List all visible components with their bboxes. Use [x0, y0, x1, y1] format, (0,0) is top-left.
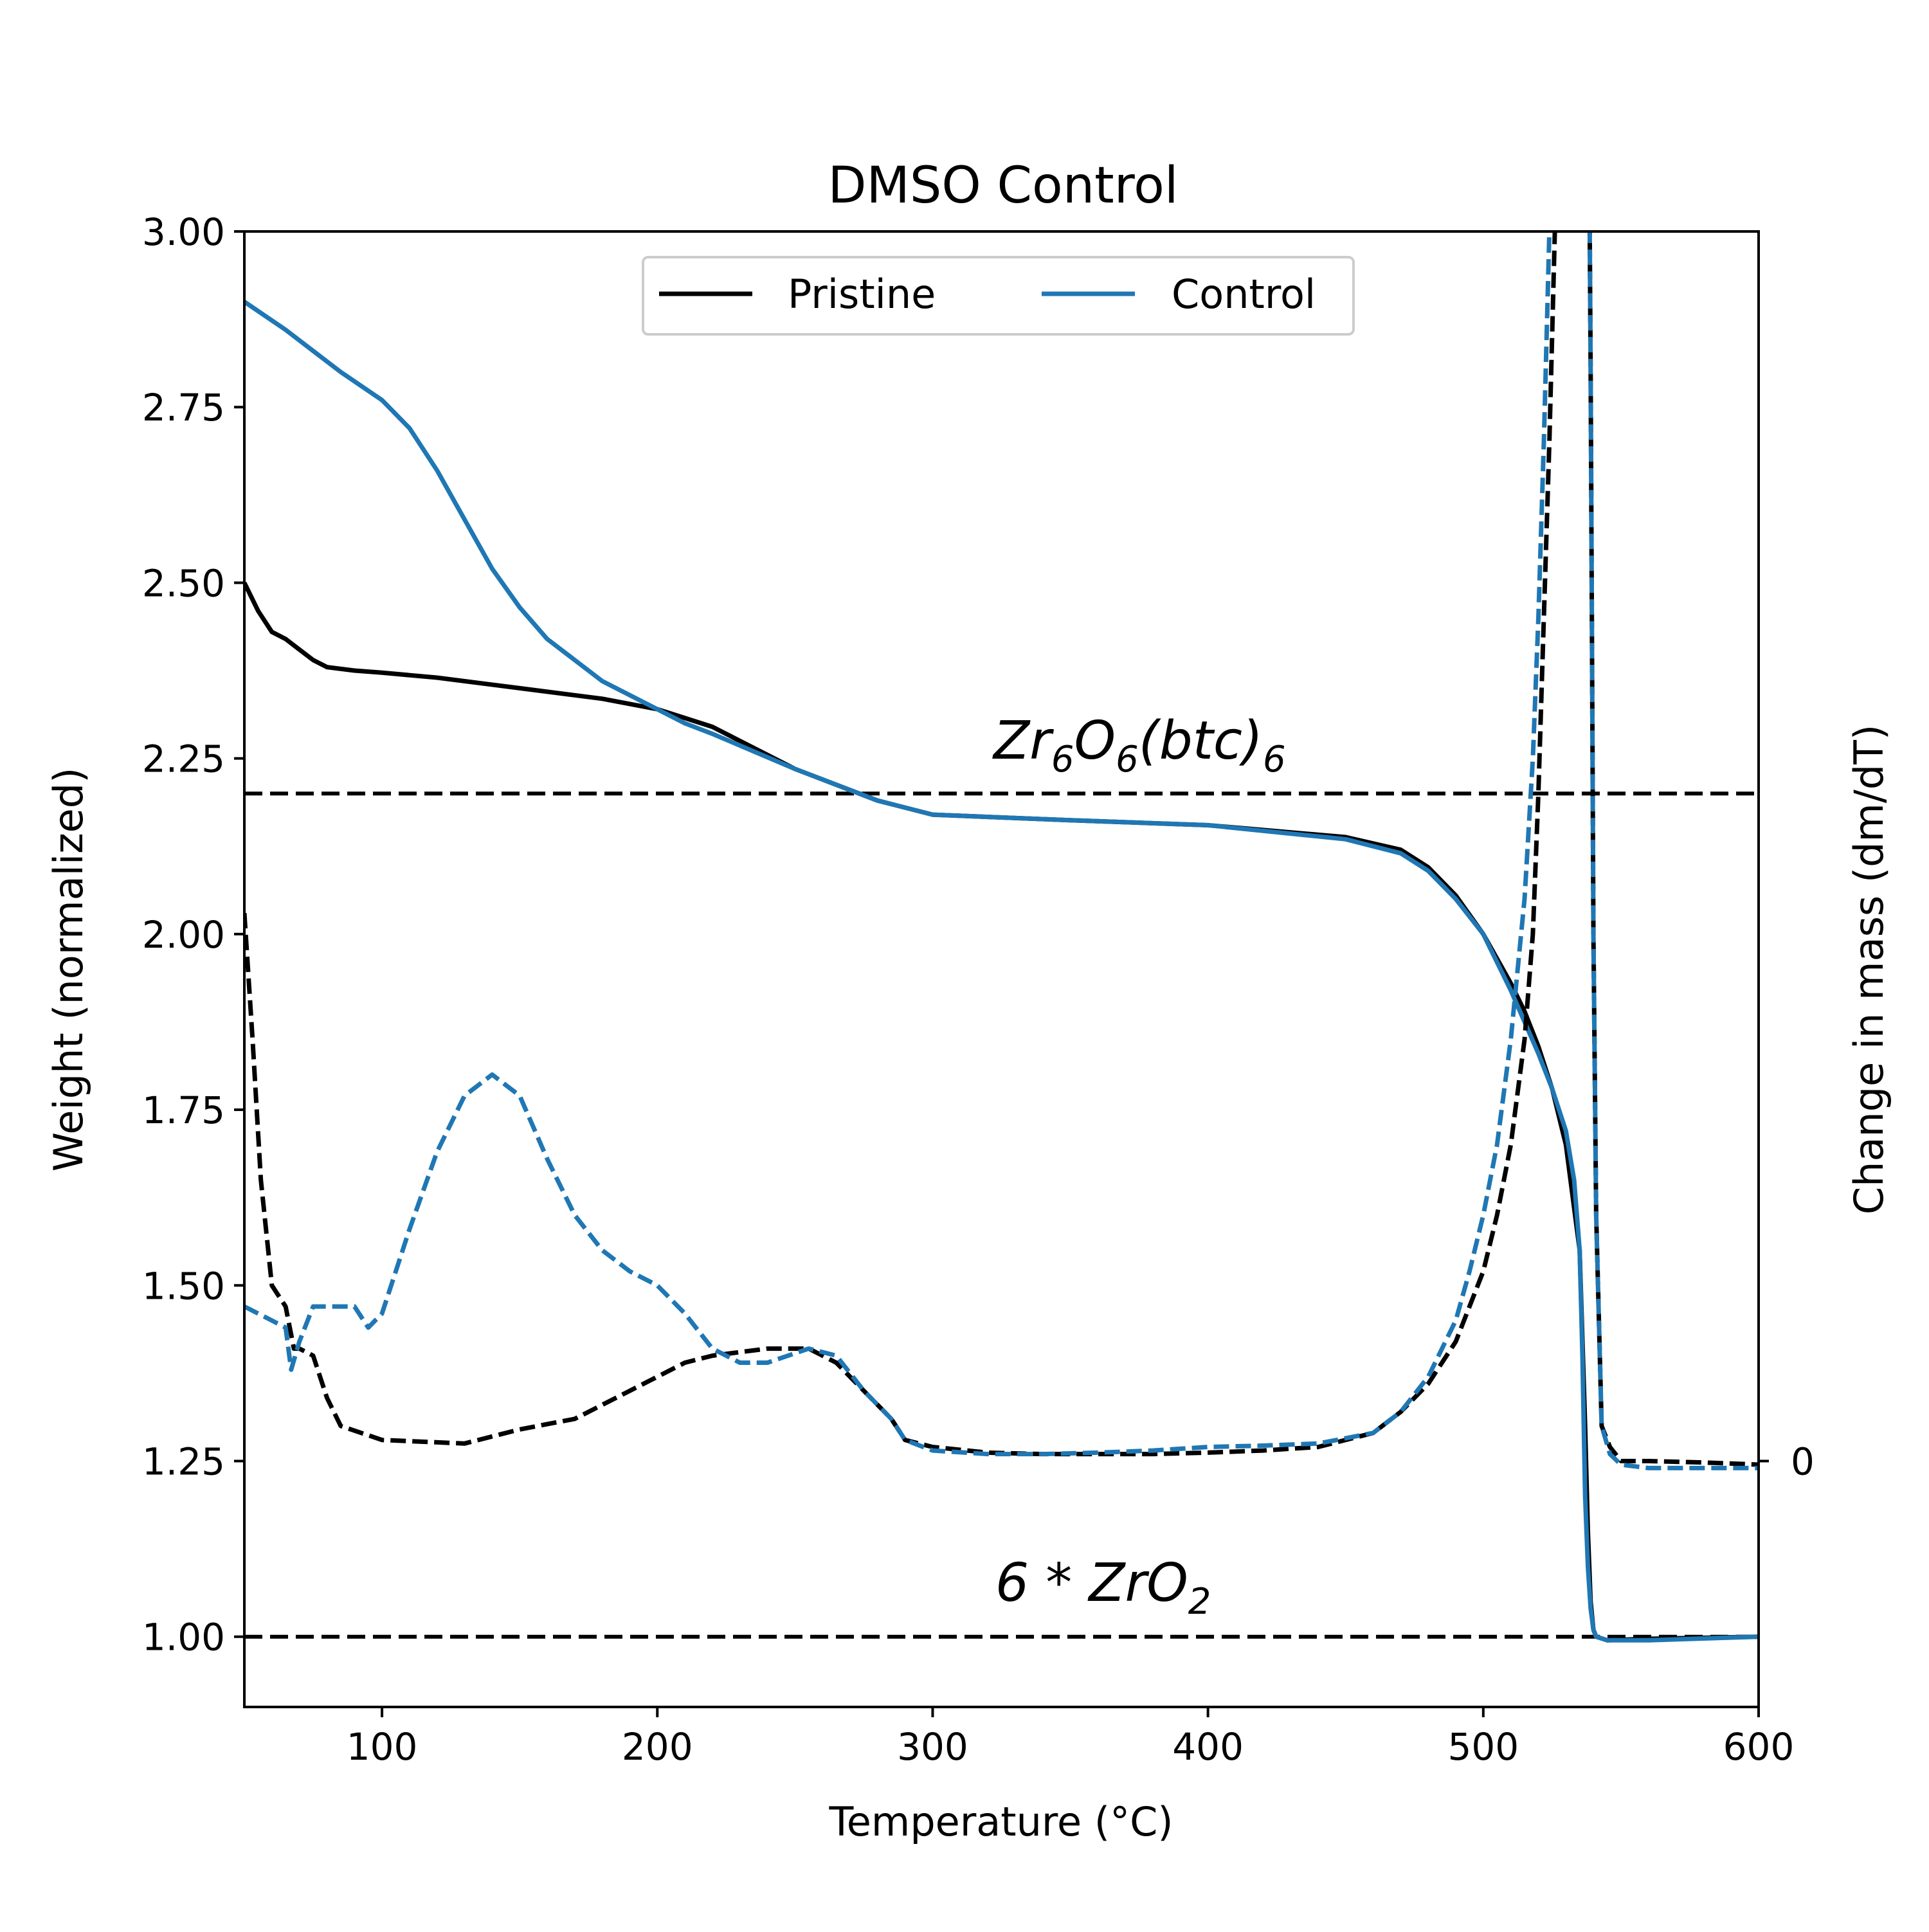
x-tick-label: 500	[1447, 1725, 1519, 1769]
y-tick-label: 2.50	[142, 561, 225, 605]
y-axis: 1.00 1.25 1.50 1.75 2.00 2.25 2.50 2.75 3.00	[142, 210, 244, 1659]
legend-label-pristine: Pristine	[788, 271, 936, 318]
y-tick-label: 3.00	[142, 210, 225, 254]
ref-label-part: 6	[1116, 739, 1139, 781]
y-tick-label: 1.25	[142, 1440, 225, 1484]
reference-lines	[244, 791, 1759, 1639]
y2-axis: 0	[1759, 1440, 1815, 1484]
ref-label-zr6o6btc6: Zr6O6(btc)6	[992, 710, 1286, 781]
y-tick-label: 2.75	[142, 386, 225, 429]
x-tick-label: 100	[347, 1725, 418, 1769]
legend: Pristine Control	[642, 256, 1355, 336]
series-group	[244, 231, 1759, 1643]
plot-frame	[243, 230, 1760, 1708]
ref-label-zro2: 6 * ZrO2	[995, 1553, 1211, 1623]
ref-label-part: (btc)	[1139, 710, 1263, 772]
y2-tick-label: 0	[1791, 1440, 1815, 1484]
x-tick-label: 200	[622, 1725, 693, 1769]
legend-box	[642, 256, 1355, 336]
y-tick-label: 1.00	[142, 1616, 225, 1659]
ref-label-part: Zr	[992, 710, 1054, 772]
ref-label-part: 6 * ZrO	[995, 1553, 1188, 1614]
ref-label-mof: Zr6O6(btc)6	[992, 710, 1286, 781]
ref-label-part: 6	[1051, 739, 1074, 781]
x-tick-label: 400	[1172, 1725, 1244, 1769]
legend-label-control: Control	[1172, 271, 1316, 318]
ref-label-part: O	[1074, 710, 1116, 772]
series-line-pristine-dashed	[244, 231, 1759, 1467]
y-tick-label: 1.75	[142, 1088, 225, 1132]
x-axis-label: Temperature (°C)	[828, 1798, 1173, 1845]
series-line-control-dashed	[244, 231, 1759, 1470]
x-tick-label: 600	[1723, 1725, 1795, 1769]
x-tick-label: 300	[897, 1725, 968, 1769]
ref-label-part: 6	[1263, 739, 1286, 781]
x-axis: 100 200 300 400 500 600	[347, 1707, 1795, 1769]
y2-axis-label: Change in mass (dm/dT)	[1845, 725, 1892, 1214]
ref-label-part: 2	[1188, 1581, 1211, 1623]
y-tick-label: 2.00	[142, 913, 225, 957]
chart-title: DMSO Control	[828, 157, 1178, 215]
y-axis-label: Weight (normalized)	[45, 768, 92, 1172]
y-tick-label: 2.25	[142, 737, 225, 781]
ref-label-oxide: 6 * ZrO2	[995, 1553, 1211, 1623]
series-line-control-solid	[244, 300, 1759, 1643]
y-tick-label: 1.50	[142, 1264, 225, 1308]
